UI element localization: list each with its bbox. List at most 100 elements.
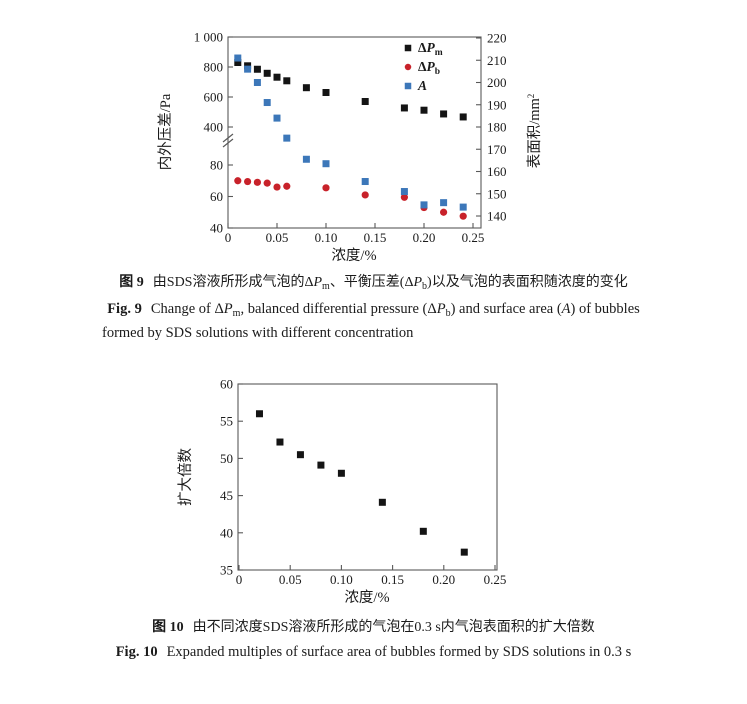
- fig9-caption-en-line1: Fig. 9 Change of ΔPm, balanced differenti…: [0, 299, 747, 324]
- y-tick-label: 50: [220, 451, 233, 466]
- data-point: [283, 182, 291, 190]
- caption-text: b: [445, 308, 451, 319]
- caption-text: b: [422, 281, 428, 292]
- data-point: [244, 177, 252, 186]
- caption-text: formed by SDS solutions with different c…: [102, 325, 414, 341]
- data-point: [253, 79, 261, 86]
- data-point: [404, 44, 412, 52]
- x-tick-label: 0: [236, 572, 243, 587]
- data-point: [244, 65, 252, 73]
- data-point: [263, 179, 271, 187]
- y-tick-label: 800: [204, 60, 224, 75]
- caption-text: 由不同浓度SDS溶液所形成的气泡在0.3 s内气泡表面积的扩大倍数: [192, 620, 595, 635]
- x-axis-label: 浓度/%: [331, 247, 376, 264]
- data-point: [459, 212, 467, 220]
- fig9-caption-en-line2: formed by SDS solutions with different c…: [102, 323, 413, 343]
- y-tick-label: 60: [210, 189, 223, 204]
- data-point: [263, 99, 271, 107]
- x-tick-label: 0.05: [266, 230, 289, 245]
- x-tick-label: 0.10: [315, 230, 338, 245]
- y-tick-label: 45: [220, 488, 233, 503]
- y-tick-label: 60: [220, 377, 233, 392]
- y-tick-label: 1 000: [194, 30, 223, 45]
- data-point: [440, 208, 448, 216]
- x-tick-label: 0.20: [413, 230, 436, 245]
- data-point: [302, 155, 310, 163]
- y2-tick-label: 140: [487, 209, 507, 224]
- data-point: [296, 451, 304, 459]
- caption-text: , balanced differential pressure (Δ: [240, 301, 437, 317]
- y-tick-label: 55: [220, 414, 233, 429]
- caption-text: 由SDS溶液所形成气泡的Δ: [152, 275, 314, 290]
- x-tick-label: 0.25: [462, 230, 485, 245]
- fig9-chart: 1 000 800 600 400 80 60 40 220 210 200 190 180 170 16…: [157, 30, 543, 265]
- fig10-chart: 60 55 50 45 40 350 0.05 0.10 0.15 0.20 0.25 扩大倍数浓度/…: [177, 377, 507, 607]
- caption-text: 、平衡压差(Δ: [329, 275, 414, 290]
- y-axis-label: 扩大倍数: [177, 448, 194, 506]
- data-point: [255, 410, 263, 418]
- axis-break-mark: [222, 133, 234, 143]
- data-point: [361, 191, 369, 199]
- x-tick-label: 0.05: [279, 572, 302, 587]
- data-point: [440, 199, 448, 207]
- x-tick-label: 0.15: [381, 572, 404, 587]
- y-tick-label: 600: [204, 90, 224, 105]
- x-tick-label: 0: [225, 230, 232, 245]
- data-point: [322, 160, 330, 168]
- data-point: [420, 201, 428, 209]
- data-point: [361, 98, 369, 105]
- data-point: [459, 203, 467, 211]
- data-point: [337, 469, 345, 477]
- y2-tick-label: 170: [487, 142, 507, 157]
- data-point: [420, 106, 428, 114]
- y-axis-label: 内外压差/Pa: [157, 93, 174, 170]
- data-point: [234, 177, 242, 185]
- y2-tick-label: 150: [487, 186, 507, 201]
- data-point: [263, 69, 271, 77]
- caption-text: A: [561, 301, 571, 317]
- data-point: [322, 89, 330, 96]
- caption-text: P: [223, 301, 233, 317]
- data-point: [276, 438, 284, 446]
- y-tick-label: 400: [204, 120, 224, 135]
- x-axis-label: 浓度/%: [344, 589, 389, 606]
- legend-label: ΔPm: [418, 40, 443, 58]
- data-point: [440, 110, 448, 118]
- y2-tick-label: 210: [487, 53, 507, 68]
- plot-frame: [227, 36, 482, 229]
- data-point: [253, 65, 261, 73]
- data-point: [322, 184, 330, 192]
- data-point: [273, 73, 281, 81]
- legend-label: A: [417, 78, 427, 93]
- fig9-label-en: Fig. 9: [107, 301, 142, 317]
- y-tick-label: 35: [220, 563, 233, 578]
- data-point: [283, 134, 291, 142]
- y2-tick-label: 190: [487, 97, 507, 112]
- data-point: [234, 59, 242, 66]
- x-tick-label: 0.20: [432, 572, 455, 587]
- caption-text: P: [436, 301, 446, 317]
- data-point: [400, 188, 408, 196]
- data-point: [234, 54, 242, 62]
- fig9-caption-cn: 图 9 由SDS溶液所形成气泡的ΔPm、平衡压差(ΔPb)以及气泡的表面积随浓度的…: [0, 273, 747, 297]
- data-point: [317, 461, 325, 469]
- y-tick-label: 40: [210, 221, 223, 236]
- axis-break-mark: [222, 138, 234, 148]
- legend-label: ΔPb: [418, 59, 440, 77]
- data-point: [400, 104, 408, 112]
- x-tick-label: 0.25: [484, 572, 507, 587]
- data-point: [361, 178, 369, 186]
- y2-tick-label: 180: [487, 120, 507, 135]
- data-point: [273, 114, 281, 122]
- fig10-caption-en: Fig. 10 Expanded multiples of surface are…: [0, 642, 747, 662]
- data-point: [302, 84, 310, 92]
- caption-text: m: [322, 281, 330, 292]
- fig10-label-cn: 图 10: [152, 620, 184, 635]
- data-point: [459, 113, 467, 121]
- fig10-label-en: Fig. 10: [115, 644, 158, 660]
- data-point: [253, 178, 261, 186]
- data-point: [400, 193, 408, 201]
- caption-text: m: [232, 308, 241, 319]
- y2-tick-label: 160: [487, 164, 507, 179]
